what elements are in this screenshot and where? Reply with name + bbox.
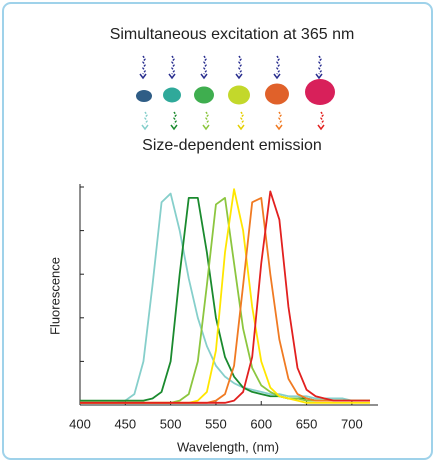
title: Simultaneous excitation at 365 nm bbox=[110, 26, 355, 43]
x-tick-label: 550 bbox=[205, 416, 227, 431]
illustration bbox=[139, 55, 325, 131]
x-tick-label: 600 bbox=[250, 416, 272, 431]
x-tick-label: 400 bbox=[69, 416, 91, 431]
x-axis-label: Wavelength, (nm) bbox=[177, 439, 279, 454]
x-tick-label: 700 bbox=[341, 416, 363, 431]
y-axis-label: Fluorescence bbox=[47, 257, 62, 335]
x-tick-label: 650 bbox=[296, 416, 318, 431]
x-tick-label: 500 bbox=[160, 416, 182, 431]
x-tick-label: 450 bbox=[114, 416, 136, 431]
quantum-dots bbox=[136, 79, 335, 105]
series-line bbox=[80, 190, 370, 404]
subtitle: Size-dependent emission bbox=[142, 137, 322, 154]
